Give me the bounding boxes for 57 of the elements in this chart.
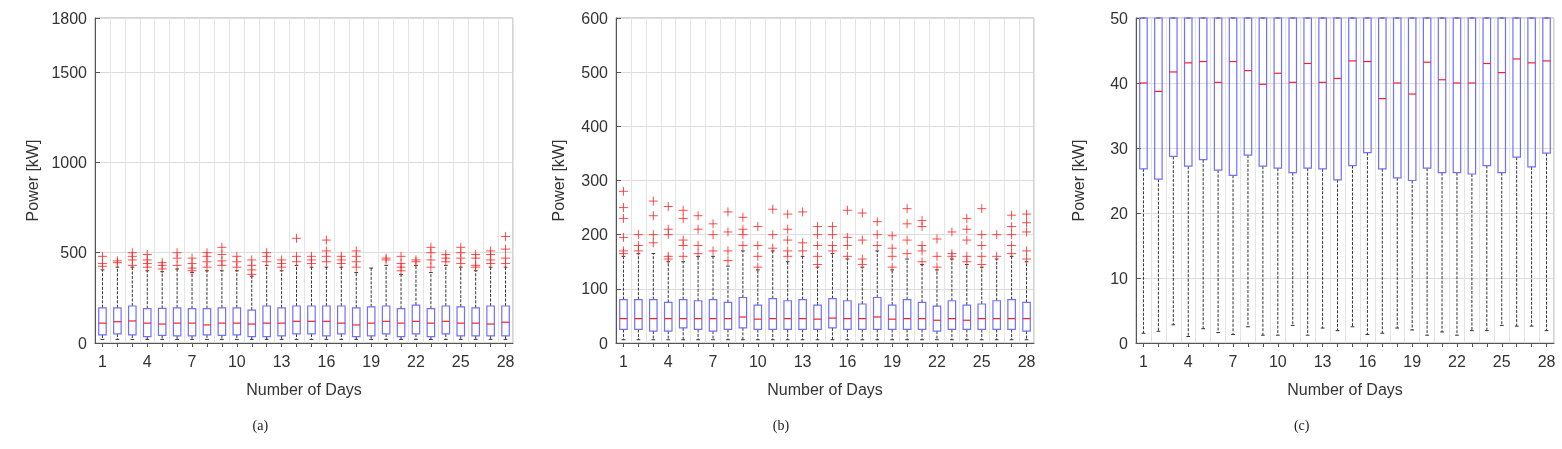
y-tick-label: 500 [60,244,88,262]
x-axis-title: Number of Days [1287,380,1404,398]
x-tick-label: 13 [1314,352,1332,370]
x-tick-label: 25 [972,352,991,370]
y-axis-title: Power [kW] [24,139,42,222]
x-tick-label: 19 [1403,352,1422,370]
x-tick-label: 28 [1017,352,1036,370]
x-tick-label: 10 [748,352,767,370]
x-tick-label: 28 [496,352,515,370]
y-tick-label: 400 [580,117,608,135]
x-tick-label: 7 [1228,352,1238,370]
y-tick-label: 1800 [51,9,88,27]
y-tick-label: 30 [1110,139,1129,157]
y-tick-label: 100 [580,280,608,298]
y-tick-label: 20 [1110,204,1129,222]
x-tick-label: 1 [1139,352,1149,370]
x-tick-label: 19 [882,352,901,370]
x-tick-label: 13 [793,352,812,370]
y-tick-label: 500 [580,63,608,81]
x-tick-label: 4 [1184,352,1194,370]
text: (a) [251,418,270,434]
y-tick-label: 0 [78,334,88,352]
x-tick-label: 7 [708,352,718,370]
y-tick-label: 600 [580,9,608,27]
x-tick-label: 13 [272,352,291,370]
x-tick-label: 22 [407,352,425,370]
y-tick-label: 1500 [51,63,88,81]
x-axis-title: Number of Days [246,380,362,398]
y-tick-label: 0 [1119,334,1129,352]
y-tick-label: 0 [598,334,608,352]
x-axis-title: Number of Days [766,380,883,398]
x-tick-label: 22 [1448,352,1467,370]
x-tick-label: 4 [663,352,673,370]
x-tick-label: 4 [142,352,152,370]
y-axis-title: Power [kW] [1069,139,1087,222]
x-tick-label: 16 [1358,352,1377,370]
x-tick-label: 19 [362,352,381,370]
x-tick-label: 16 [317,352,336,370]
y-axis-title: Power [kW] [549,139,567,222]
text: (c) [1292,418,1311,434]
y-tick-label: 300 [580,172,608,189]
y-tick-label: 10 [1110,269,1129,287]
text: (b) [771,418,791,434]
x-tick-label: 10 [227,352,246,370]
y-tick-label: 200 [580,226,608,244]
x-tick-label: 7 [187,352,197,370]
y-tick-label: 1000 [51,153,88,171]
x-tick-label: 25 [451,352,470,370]
y-tick-label: 40 [1110,74,1129,92]
x-tick-label: 16 [838,352,857,370]
x-tick-label: 1 [98,352,108,370]
x-tick-label: 10 [1269,352,1288,370]
x-tick-label: 25 [1493,352,1512,370]
x-tick-label: 1 [618,352,628,370]
x-tick-label: 22 [927,352,946,370]
y-tick-label: 50 [1110,9,1129,27]
x-tick-label: 28 [1537,352,1556,370]
